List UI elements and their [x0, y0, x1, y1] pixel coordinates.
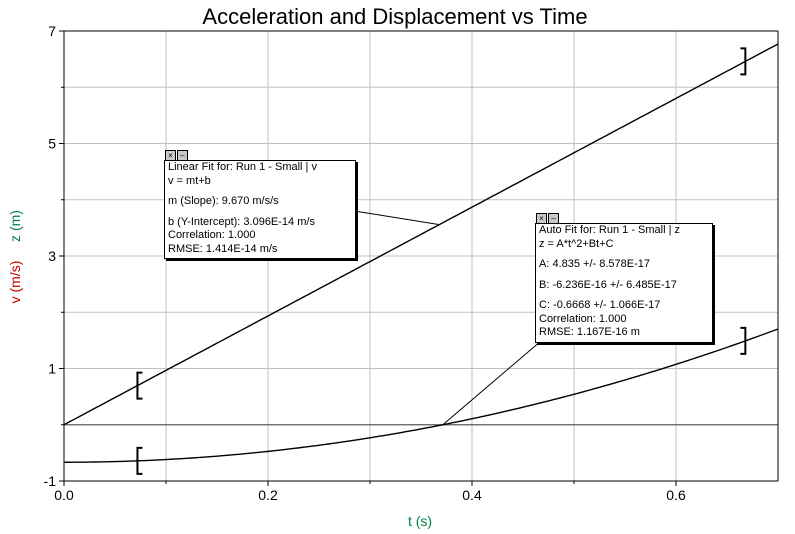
linear-fit-slope: m (Slope): 9.670 m/s/s: [168, 195, 279, 207]
y-tick-label: -1: [44, 473, 57, 489]
linear-fit-box[interactable]: × – Linear Fit for: Run 1 - Small | v v =…: [164, 150, 356, 259]
linear-fit-rmse: RMSE: 1.414E-14 m/s: [168, 242, 278, 255]
z-fit-end-bracket: [740, 326, 747, 355]
fit-leader-lines: [347, 209, 549, 426]
minimize-icon[interactable]: –: [177, 150, 188, 161]
x-axis-label: t (s): [408, 513, 432, 529]
close-icon[interactable]: ×: [536, 213, 547, 224]
curves: [63, 43, 779, 463]
auto-fit-title: Auto Fit for: Run 1 - Small | z: [539, 224, 681, 236]
y-tick-label: 7: [48, 23, 56, 39]
y-axis-label-v: v (m/s): [7, 261, 23, 304]
chart-title: Acceleration and Displacement vs Time: [202, 4, 587, 29]
y-tick-labels: -1 1 3 5 7: [44, 23, 64, 489]
auto-fit-correlation: Correlation: 1.000: [539, 312, 627, 325]
x-tick-label: 0.2: [258, 487, 278, 503]
fit-range-brackets[interactable]: [136, 47, 747, 475]
linear-fit-intercept: b (Y-Intercept): 3.096E-14 m/s: [168, 215, 315, 228]
linear-fit-title: Linear Fit for: Run 1 - Small | v: [168, 161, 317, 173]
auto-fit-leader: [442, 334, 549, 426]
linear-fit-equation: v = mt+b: [168, 174, 211, 187]
auto-fit-c: C: -0.6668 +/- 1.066E-17: [539, 299, 661, 311]
series-z-line: [63, 328, 779, 463]
x-tick-label: 0.6: [666, 487, 686, 503]
y-tick-label: 5: [48, 136, 56, 152]
close-icon[interactable]: ×: [165, 150, 176, 161]
z-fit-start-bracket: [136, 446, 143, 475]
v-fit-end-bracket: [740, 47, 747, 76]
auto-fit-a: A: 4.835 +/- 8.578E-17: [539, 258, 650, 270]
v-fit-start-bracket: [136, 371, 143, 400]
x-tick-label: 0.4: [462, 487, 482, 503]
series-v-line: [63, 43, 779, 426]
auto-fit-b: B: -6.236E-16 +/- 6.485E-17: [539, 278, 677, 291]
x-tick-labels: 0.0 0.2 0.4 0.6: [54, 481, 686, 503]
linear-fit-leader: [347, 209, 440, 226]
y-tick-label: 3: [48, 248, 56, 264]
x-tick-label: 0.0: [54, 487, 74, 503]
y-axis-label-z: z (m): [7, 210, 23, 242]
auto-fit-equation: z = A*t^2+Bt+C: [539, 237, 614, 250]
auto-fit-rmse: RMSE: 1.167E-16 m: [539, 326, 640, 338]
linear-fit-correlation: Correlation: 1.000: [168, 229, 256, 241]
y-tick-label: 1: [48, 361, 56, 377]
auto-fit-box[interactable]: × – Auto Fit for: Run 1 - Small | z z = A…: [535, 213, 713, 343]
minimize-icon[interactable]: –: [548, 213, 559, 224]
